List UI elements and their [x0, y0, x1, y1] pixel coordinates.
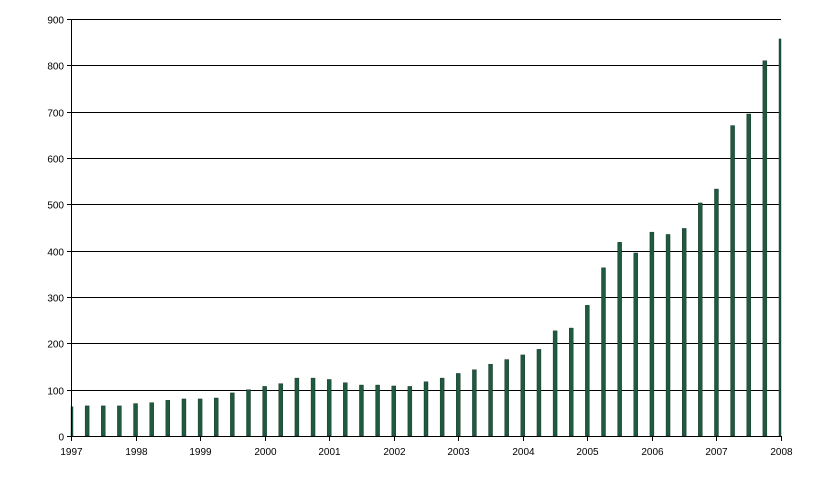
- bar: [714, 188, 719, 437]
- x-tick-label: 2006: [641, 447, 664, 458]
- bar: [617, 242, 622, 437]
- bar: [536, 349, 542, 437]
- x-tick-label: 2008: [770, 447, 793, 458]
- y-tick-labels: 0 100 200 300 400 500 600 700 800 900: [47, 16, 71, 444]
- x-tick-label: 2001: [318, 447, 341, 458]
- y-tick-label: 500: [47, 201, 64, 212]
- x-tick-label: 1998: [125, 447, 148, 458]
- bar: [133, 403, 138, 437]
- bar: [504, 359, 509, 437]
- bar: [488, 363, 493, 437]
- y-tick-label: 800: [47, 62, 64, 73]
- bar: [181, 398, 187, 437]
- bar: [391, 385, 396, 437]
- y-tick-label: 200: [47, 340, 64, 351]
- bar: [101, 405, 106, 437]
- bar: [149, 402, 154, 437]
- bar: [375, 384, 380, 437]
- bar: [681, 228, 687, 437]
- bar: [520, 354, 526, 437]
- y-tick-label: 400: [47, 248, 64, 259]
- bar: [698, 202, 703, 437]
- bar: [214, 397, 219, 437]
- y-tick-label: 600: [47, 155, 64, 166]
- bars: [70, 38, 782, 437]
- bar: [359, 384, 364, 437]
- bar: [601, 267, 606, 437]
- bar: [569, 327, 574, 437]
- y-tick-label: 100: [47, 387, 64, 398]
- y-tick-label: 900: [47, 16, 64, 27]
- x-tick-label: 1999: [189, 447, 212, 458]
- x-tick-label: 1997: [60, 447, 83, 458]
- bar: [633, 252, 638, 437]
- bar: [649, 231, 655, 437]
- y-tick-label: 0: [58, 433, 64, 444]
- bar: [439, 377, 445, 437]
- bar: [746, 113, 751, 437]
- bar: [262, 386, 267, 437]
- bar: [246, 389, 251, 437]
- bar: [762, 60, 768, 437]
- x-tick-label: 2004: [512, 447, 535, 458]
- y-tick-label: 300: [47, 294, 64, 305]
- x-tick-label: 2002: [383, 447, 406, 458]
- x-tick-label: 2007: [705, 447, 728, 458]
- bar: [407, 386, 413, 437]
- bar: [310, 377, 316, 437]
- axes: [71, 19, 781, 437]
- bar: [165, 400, 171, 437]
- bar: [117, 405, 122, 437]
- bar: [552, 330, 558, 437]
- bar: [84, 405, 90, 437]
- x-tick-label: 2003: [447, 447, 470, 458]
- bar: [294, 377, 300, 437]
- gridlines: [71, 19, 781, 391]
- bar: [326, 379, 332, 437]
- bar: [230, 392, 235, 437]
- x-tick-label: 2000: [254, 447, 277, 458]
- bar: [585, 305, 590, 437]
- x-tick-labels: 1997 1998 1999 2000 2001 2002 2003 2004 2005 2006…: [60, 436, 793, 458]
- bar: [423, 381, 429, 437]
- bar: [278, 383, 283, 437]
- bar: [778, 38, 782, 437]
- bar: [343, 382, 348, 437]
- bar: [730, 125, 735, 437]
- bar: [456, 373, 461, 437]
- y-tick-label: 700: [47, 109, 64, 120]
- x-tick-label: 2005: [576, 447, 599, 458]
- bar: [197, 398, 203, 437]
- bar: [472, 369, 477, 437]
- bar: [665, 234, 671, 437]
